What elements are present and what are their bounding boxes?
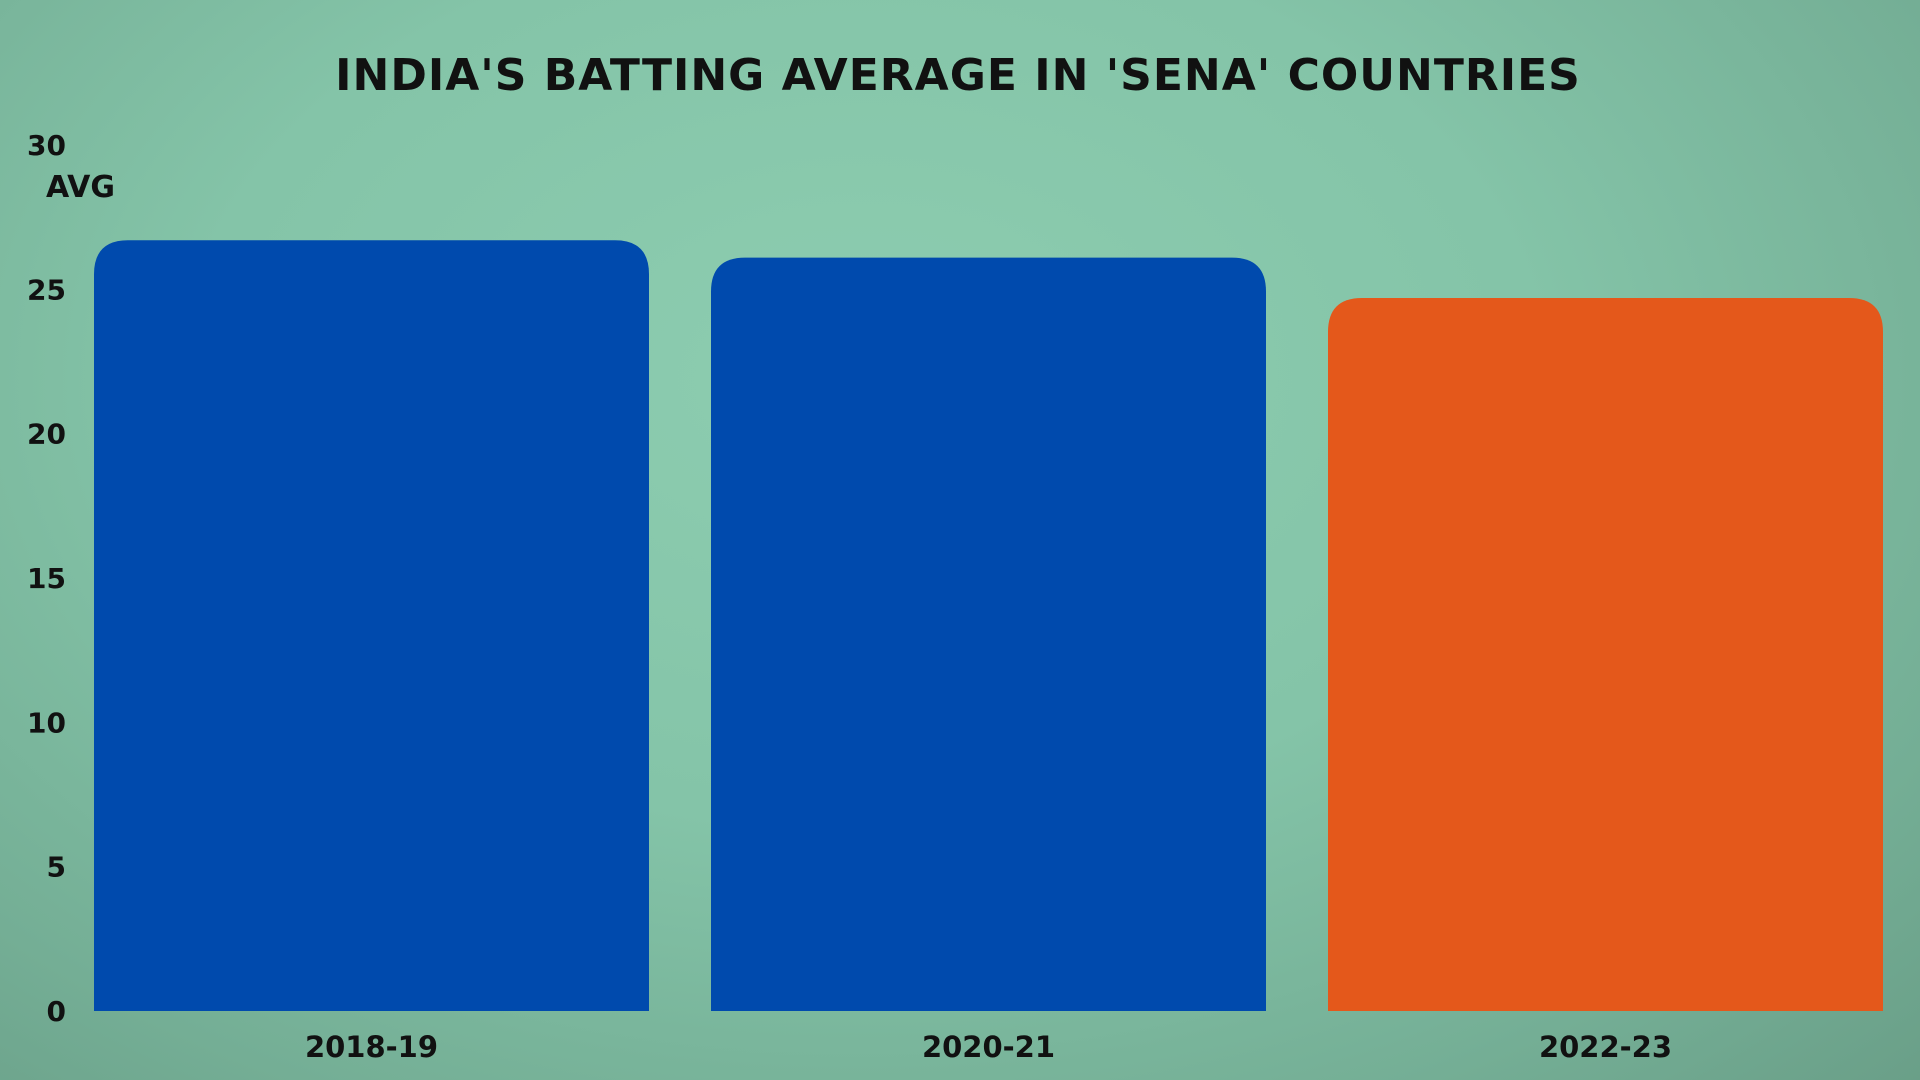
y-tick-label: 30 (27, 129, 66, 162)
y-tick-label: 10 (27, 706, 66, 739)
y-tick-label: 0 (47, 995, 66, 1028)
x-tick-label: 2020-21 (922, 1030, 1055, 1064)
y-tick-label: 15 (27, 562, 66, 595)
y-axis-ticks: 0 5 10 15 20 25 30 (27, 129, 66, 1028)
bar-2018-19 (94, 240, 649, 1011)
bar-2020-21 (711, 257, 1266, 1012)
chart-title: INDIA'S BATTING AVERAGE IN 'SENA' COUNTR… (335, 50, 1581, 101)
y-tick-label: 25 (27, 273, 66, 306)
bars (94, 240, 1883, 1012)
x-axis-ticks: 2018-19 2020-21 2022-23 (305, 1030, 1672, 1064)
x-tick-label: 2018-19 (305, 1030, 438, 1064)
x-tick-label: 2022-23 (1539, 1030, 1672, 1064)
bar-2022-23 (1328, 297, 1883, 1011)
y-tick-label: 20 (27, 418, 66, 451)
y-tick-label: 5 (47, 851, 66, 884)
y-axis-label: AVG (46, 170, 115, 205)
